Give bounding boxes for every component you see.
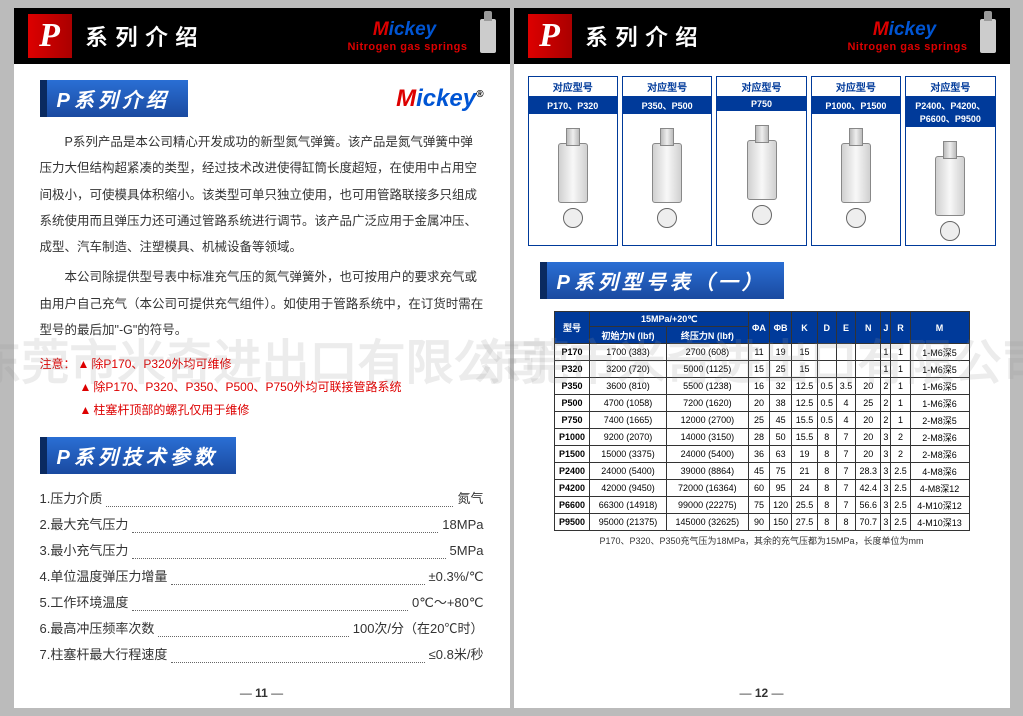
- page-header: P 系列介绍 Mickey® Nitrogen gas springs: [14, 8, 510, 64]
- left-page: P 系列介绍 Mickey® Nitrogen gas springs P系列介…: [14, 8, 510, 708]
- page-number: — 12 —: [514, 686, 1010, 700]
- params-list: 1.压力介质氮气2.最大充气压力18MPa3.最小充气压力5MPa4.单位温度弹…: [40, 486, 484, 668]
- spring-icon: [480, 19, 496, 53]
- table-row: P660066300 (14918)99000 (22275)7512025.5…: [554, 497, 969, 514]
- param-line: 3.最小充气压力5MPa: [40, 538, 484, 564]
- table-row: P240024000 (5400)39000 (8864)4575218728.…: [554, 463, 969, 480]
- spec-table: 型号15MPa/+20℃ΦAΦBKDENJRM初始力N (lbf)终压力N (l…: [540, 311, 984, 547]
- intro-para-1: P系列产品是本公司精心开发成功的新型氮气弹簧。该产品是氮气弹簧中弹压力大但结构超…: [40, 129, 484, 260]
- table-row: P10009200 (2070)14000 (3150)285015.58720…: [554, 429, 969, 446]
- header-brand: Mickey® Nitrogen gas springs: [347, 19, 467, 53]
- intro-para-2: 本公司除提供型号表中标准充气压的氮气弹簧外，也可按用户的要求充气或由用户自己充气…: [40, 264, 484, 343]
- param-line: 1.压力介质氮气: [40, 486, 484, 512]
- section-header: P系列介绍 Mickey®: [40, 80, 484, 117]
- model-box: 对应型号P750: [716, 76, 806, 246]
- table-row: P7507400 (1665)12000 (2700)254515.50.542…: [554, 412, 969, 429]
- model-diagrams: 对应型号P170、P320对应型号P350、P500对应型号P750对应型号P1…: [514, 64, 1010, 258]
- page-number: — 11 —: [14, 686, 510, 700]
- p-logo: P: [28, 14, 72, 58]
- table-row: P3203200 (720)5000 (1125)152515111-M6深5: [554, 361, 969, 378]
- model-box: 对应型号P1000、P1500: [811, 76, 901, 246]
- right-page: P 系列介绍 Mickey® Nitrogen gas springs 对应型号…: [514, 8, 1010, 708]
- table-row: P1701700 (383)2700 (608)111915111-M6深5: [554, 344, 969, 361]
- param-line: 2.最大充气压力18MPa: [40, 512, 484, 538]
- notes: 注意：▲除P170、P320外均可维修 ▲除P170、P320、P350、P50…: [40, 353, 484, 421]
- table-row: P150015000 (3375)24000 (5400)36631987203…: [554, 446, 969, 463]
- param-line: 4.单位温度弹压力增量±0.3%/℃: [40, 564, 484, 590]
- model-box: 对应型号P350、P500: [622, 76, 712, 246]
- param-line: 7.柱塞杆最大行程速度≤0.8米/秒: [40, 642, 484, 668]
- table-row: P3503600 (810)5500 (1238)163212.50.53.52…: [554, 378, 969, 395]
- model-box: 对应型号P170、P320: [528, 76, 618, 246]
- table-row: P420042000 (9450)72000 (16364)6095248742…: [554, 480, 969, 497]
- model-box: 对应型号P2400、P4200、P6600、P9500: [905, 76, 995, 246]
- table-row: P950095000 (21375)145000 (32625)9015027.…: [554, 514, 969, 531]
- header-title: 系列介绍: [86, 20, 206, 52]
- param-line: 5.工作环境温度0℃～+80℃: [40, 590, 484, 616]
- table-row: P5004700 (1058)7200 (1620)203812.50.5425…: [554, 395, 969, 412]
- param-line: 6.最高冲压频率次数100次/分（在20℃时）: [40, 616, 484, 642]
- page-header: P 系列介绍 Mickey® Nitrogen gas springs: [514, 8, 1010, 64]
